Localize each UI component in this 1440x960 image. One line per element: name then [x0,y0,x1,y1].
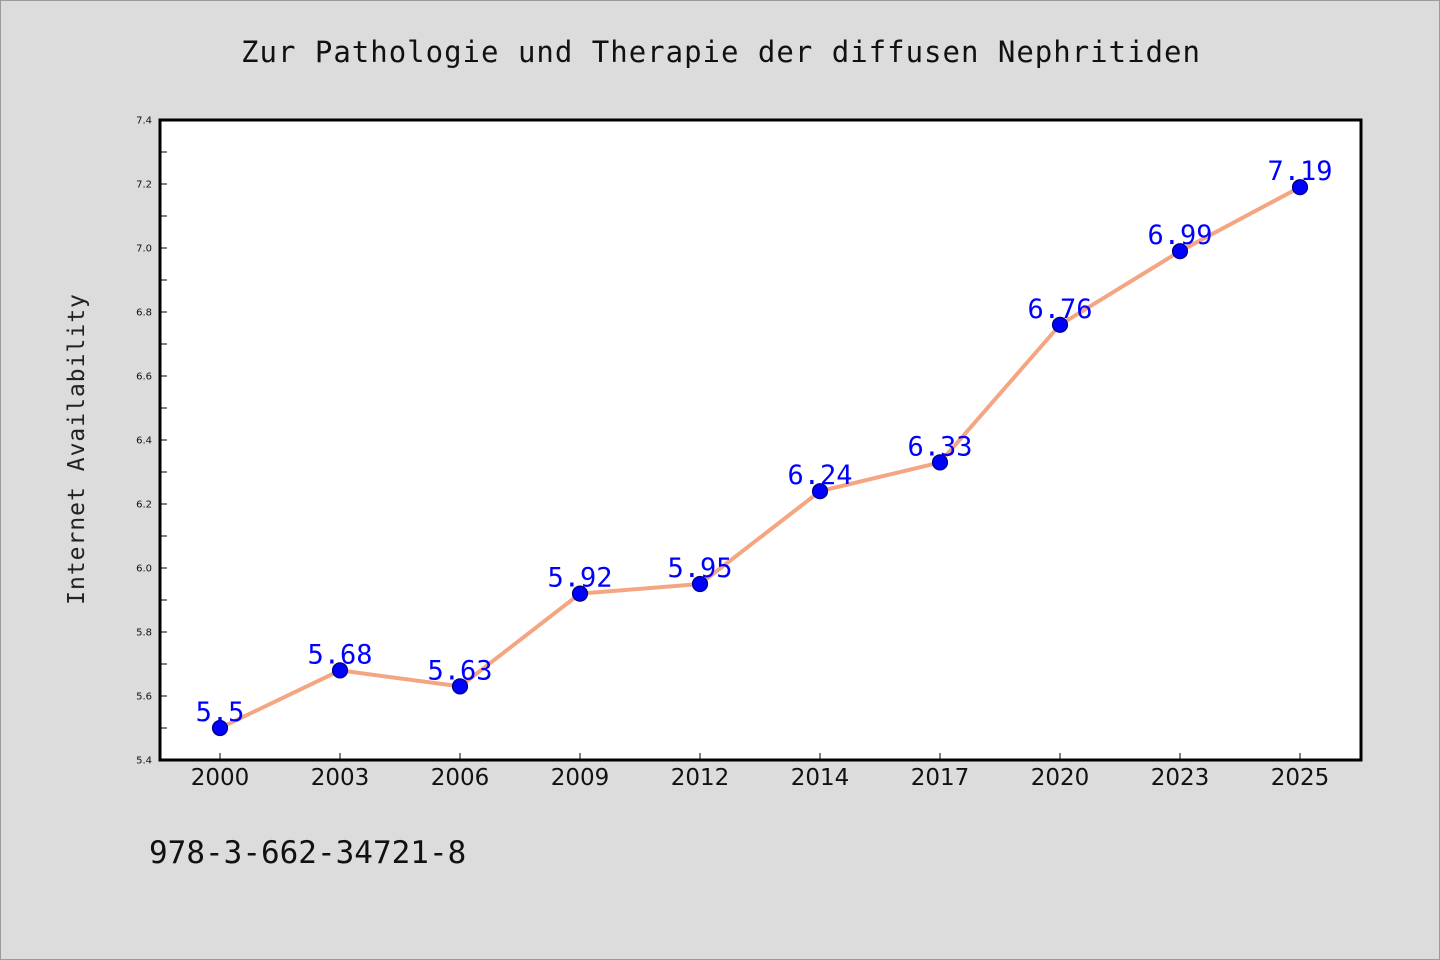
y-tick-label: 6.2 [136,500,152,511]
data-label: 5.63 [427,655,492,686]
data-point [571,585,589,602]
x-tick-label: 2009 [551,765,610,791]
y-tick-label: 7.4 [136,116,152,127]
data-point [811,483,829,500]
y-tick-label: 5.8 [136,628,152,639]
y-tick-label: 6.4 [136,436,152,447]
y-tick-label: 5.6 [136,692,152,703]
y-tick-label: 6.6 [136,372,152,383]
data-label: 6.24 [787,460,852,491]
y-tick-label: 5.4 [136,756,152,767]
chart-title: Zur Pathologie und Therapie der diffusen… [241,35,1201,69]
data-label: 6.76 [1027,294,1092,325]
data-point [1051,316,1069,333]
data-point [691,575,709,593]
y-tick-label: 6.0 [136,564,152,575]
data-point [1171,243,1189,260]
x-tick-label: 2003 [311,765,370,791]
y-axis: 5.4 5.6 5.8 6.0 6.2 6.4 6.6 6.8 7.0 7.2 7.4 [136,116,167,767]
y-tick-label: 7.0 [136,244,152,255]
isbn-text: 978-3-662-34721-8 [149,835,467,871]
x-tick-label: 2012 [671,765,730,791]
data-label: 6.33 [907,431,972,462]
series-layer: 5.5 5.68 5.63 5.92 5.95 6.24 6.33 6.76 6.99 7.19 [196,156,1333,737]
data-label: 7.19 [1267,156,1332,187]
data-point [211,719,229,737]
x-tick-label: 2006 [431,765,490,791]
x-tick-label: 2017 [911,765,970,791]
data-point [931,454,949,471]
plot-area [158,118,1363,762]
x-tick-label: 2020 [1031,765,1090,791]
x-tick-label: 2000 [191,765,250,791]
data-label: 5.95 [667,553,732,584]
data-label: 5.92 [547,563,612,594]
data-label: 5.5 [196,697,245,728]
data-label: 5.68 [307,639,372,670]
series-line [219,185,1301,730]
data-label: 6.99 [1147,220,1212,251]
x-tick-label: 2014 [791,765,850,791]
data-point [1291,179,1309,196]
y-tick-label: 7.2 [136,180,152,191]
y-tick-label: 6.8 [136,308,152,319]
x-tick-label: 2023 [1151,765,1210,791]
data-point [451,678,469,695]
x-tick-label: 2025 [1271,765,1330,791]
x-axis: 2000 2003 2006 2009 2012 2014 2017 2020 2023 2025 [191,753,1330,791]
data-point [331,662,349,679]
